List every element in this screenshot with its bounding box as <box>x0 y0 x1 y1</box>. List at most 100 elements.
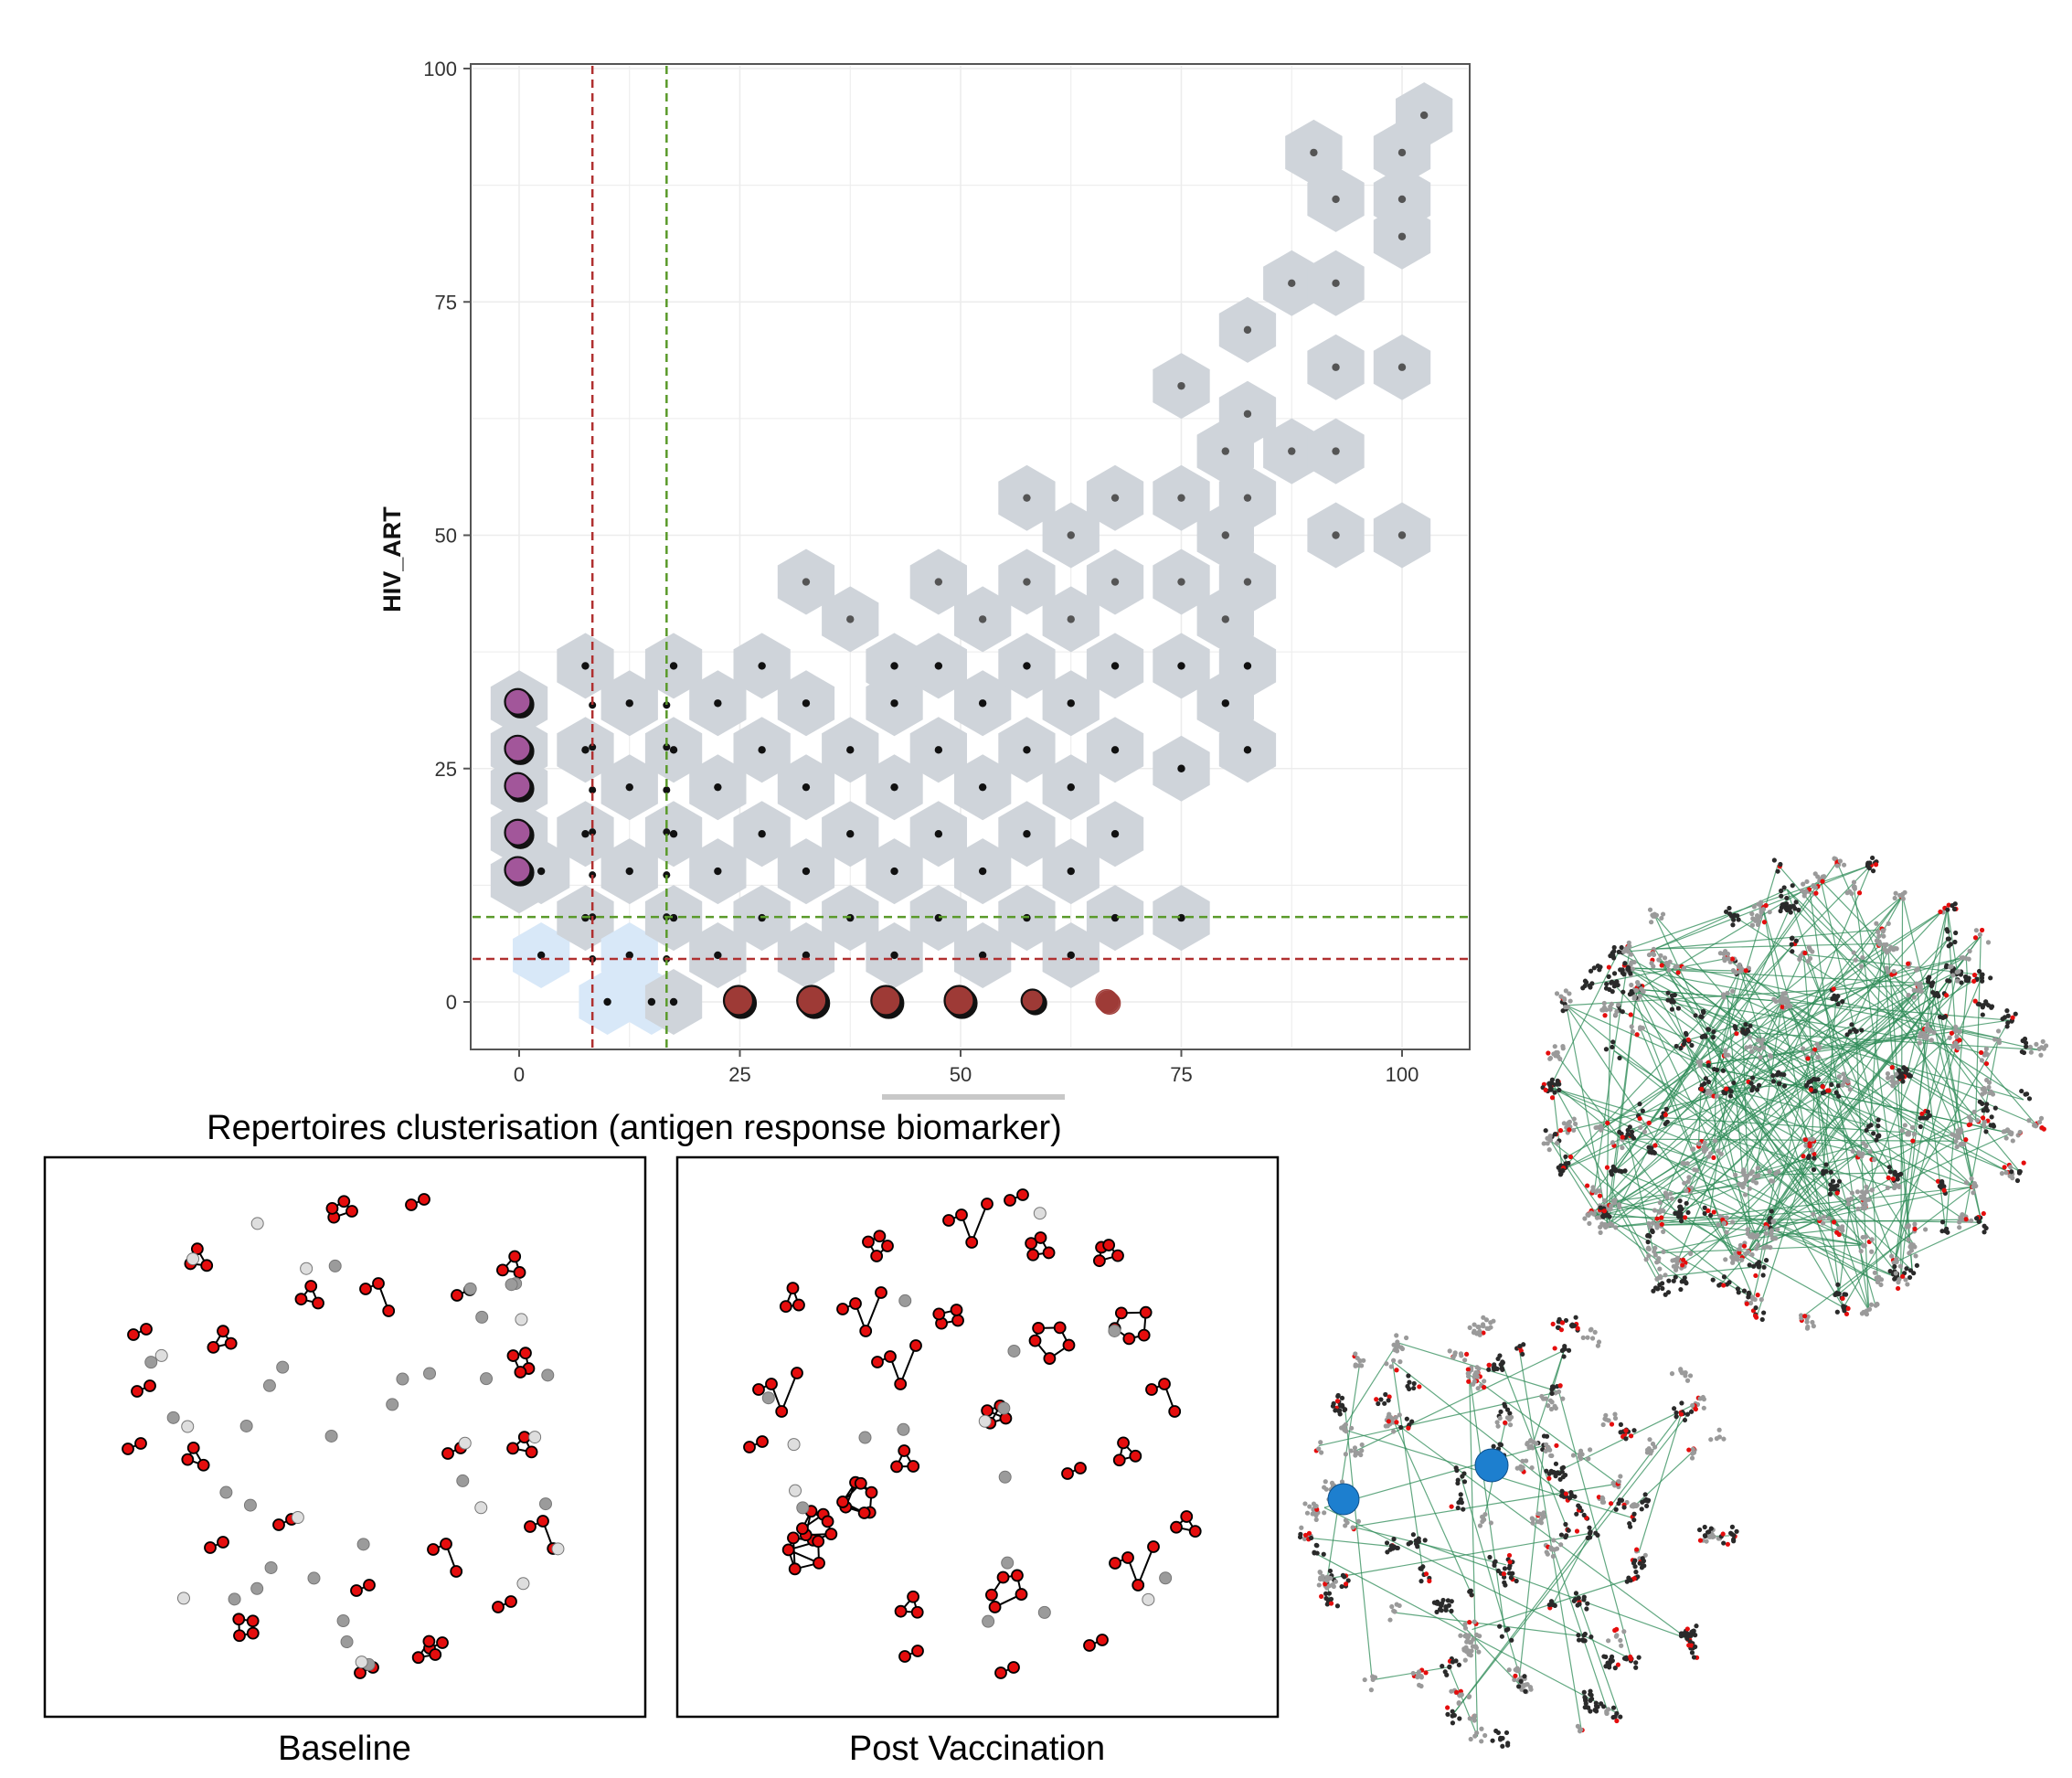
network-node <box>1622 1168 1628 1174</box>
network-node <box>1593 1530 1599 1536</box>
network-node <box>1909 1124 1916 1130</box>
network-node <box>1911 1132 1918 1137</box>
network-node <box>1775 868 1780 874</box>
network-node <box>1980 1012 1985 1017</box>
data-point <box>1221 447 1230 455</box>
network-node <box>1499 1634 1504 1639</box>
network-node <box>1391 1342 1397 1347</box>
network-node <box>1810 1136 1816 1142</box>
network-node <box>1582 1631 1588 1637</box>
network-node <box>1658 953 1663 958</box>
network-node <box>1640 1499 1645 1505</box>
network-node <box>1590 1187 1596 1193</box>
network-node <box>1339 1583 1344 1590</box>
network-node <box>1417 1682 1422 1688</box>
network-node <box>1749 1251 1755 1258</box>
network-node <box>1619 944 1624 951</box>
network-node <box>1829 1081 1834 1088</box>
network-node <box>1563 1154 1568 1159</box>
network-node <box>1359 1363 1365 1368</box>
network-node <box>955 1208 968 1221</box>
data-point <box>663 701 671 709</box>
network-node <box>1711 1067 1717 1072</box>
network-node <box>1498 1409 1504 1414</box>
network-node <box>262 1379 276 1392</box>
network-node <box>1981 1210 1986 1217</box>
network-node <box>541 1368 555 1382</box>
network-node <box>354 1666 367 1679</box>
network-node <box>1393 1414 1398 1421</box>
network-node <box>1910 1138 1916 1144</box>
network-node <box>1767 1169 1772 1175</box>
network-node <box>1663 1113 1668 1118</box>
network-node <box>1893 1271 1898 1276</box>
network-node <box>2003 1170 2009 1176</box>
network-node <box>1728 913 1735 919</box>
network-node <box>1903 1277 1908 1283</box>
network-node <box>207 1340 220 1354</box>
network-node <box>2024 1044 2029 1049</box>
network-node <box>1834 1290 1840 1296</box>
network-node <box>1467 1716 1472 1721</box>
network-node <box>1168 1405 1182 1418</box>
network-node <box>197 1458 210 1472</box>
network-node <box>1801 1154 1806 1159</box>
network-node <box>1459 1692 1464 1698</box>
network-node <box>1749 922 1755 928</box>
network-node <box>2027 1044 2034 1049</box>
network-node <box>1890 1176 1896 1182</box>
network-node <box>1665 990 1671 995</box>
network-node <box>1599 1495 1605 1500</box>
network-node <box>1743 1022 1748 1027</box>
network-node <box>1697 1538 1704 1543</box>
network-node <box>1619 1643 1624 1648</box>
network-node <box>1811 1211 1816 1217</box>
network-node <box>1507 1422 1514 1428</box>
network-node <box>1462 1622 1468 1627</box>
network-node <box>1546 1081 1552 1087</box>
network-node <box>1561 1354 1567 1359</box>
network-node <box>1631 1428 1637 1433</box>
bubble-layer <box>504 687 1121 1019</box>
network-node <box>2009 1169 2014 1175</box>
network-node <box>1854 1189 1860 1195</box>
network-node <box>1866 1197 1872 1202</box>
network-node <box>1374 1397 1379 1402</box>
network-node <box>337 1195 351 1208</box>
network-node <box>1976 1219 1982 1224</box>
network-node <box>1737 1250 1742 1255</box>
network-node <box>1461 1479 1468 1485</box>
network-node <box>1716 1148 1721 1154</box>
network-node <box>1465 1367 1471 1372</box>
network-node <box>325 1201 339 1215</box>
network-node <box>359 1283 372 1295</box>
network-node <box>1689 1455 1695 1461</box>
network-node <box>1631 959 1637 965</box>
network-node <box>1675 970 1681 975</box>
network-node <box>1406 1541 1411 1547</box>
network-node <box>1445 1598 1450 1603</box>
network-node <box>1854 1028 1859 1034</box>
network-node <box>1469 1592 1474 1598</box>
network-node <box>1755 1293 1760 1298</box>
network-node <box>1397 1412 1402 1418</box>
network-node <box>1703 1076 1708 1081</box>
network-node <box>1650 1228 1655 1233</box>
network-node <box>1847 1087 1853 1092</box>
network-node <box>1972 998 1978 1004</box>
network-node <box>1615 1662 1620 1667</box>
network-node <box>1472 1322 1477 1327</box>
network-node <box>1784 895 1790 901</box>
network-node <box>1452 1352 1458 1357</box>
network-node <box>1547 1134 1553 1139</box>
network-node <box>1507 1560 1513 1565</box>
network-node <box>1451 1712 1457 1719</box>
network-node <box>1860 1196 1865 1201</box>
network-node <box>1890 1083 1896 1089</box>
network-node <box>1449 1688 1454 1694</box>
network-node <box>1410 1532 1416 1538</box>
network-node <box>1626 967 1631 973</box>
network-node <box>1612 1666 1618 1671</box>
network-node <box>1548 1406 1555 1412</box>
network-node <box>1359 1448 1365 1453</box>
